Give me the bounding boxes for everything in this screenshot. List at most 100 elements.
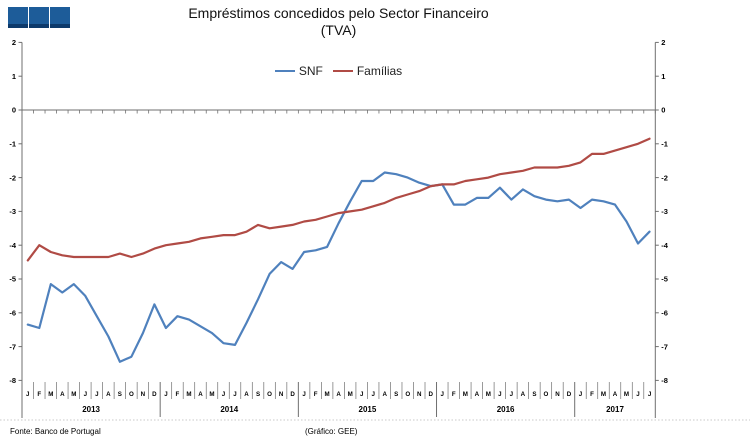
month-letter: S bbox=[118, 391, 122, 398]
month-letter: M bbox=[325, 391, 330, 398]
month-letter: O bbox=[405, 391, 410, 398]
y-axis-right-label: -6 bbox=[661, 309, 668, 318]
category-tick-marks bbox=[21, 110, 656, 114]
month-letter: S bbox=[256, 391, 260, 398]
legend-item-snf: SNF bbox=[274, 64, 323, 78]
y-tick-marks bbox=[18, 41, 659, 381]
chart-title-line1: Empréstimos concedidos pelo Sector Finan… bbox=[188, 5, 489, 21]
month-letter: J bbox=[95, 391, 99, 398]
legend-label-snf: SNF bbox=[298, 64, 323, 78]
y-axis-left-label: -3 bbox=[9, 207, 16, 216]
y-axis-left-label: -7 bbox=[9, 342, 16, 351]
month-letter: A bbox=[106, 391, 111, 398]
y-tick-labels: 2 2 1 1 0 0 -1 -1 -2 -2 -3 -3 -4 -4 -5 -5 -6 -6 -7 -7 -8 -8 bbox=[9, 38, 668, 385]
month-letter: D bbox=[152, 391, 157, 398]
y-axis-right-label: -1 bbox=[661, 140, 668, 149]
month-letter: J bbox=[441, 391, 445, 398]
month-letter: N bbox=[141, 391, 146, 398]
month-letter: D bbox=[429, 391, 434, 398]
month-letter: J bbox=[579, 391, 583, 398]
y-axis-right-label: -2 bbox=[661, 173, 668, 182]
month-letter: J bbox=[233, 391, 237, 398]
year-labels: 2013 2014 2015 2016 2017 bbox=[82, 405, 624, 414]
y-axis-right-label: -3 bbox=[661, 207, 668, 216]
y-axis-left-label: -2 bbox=[9, 173, 16, 182]
y-axis-left-label: -4 bbox=[9, 241, 16, 250]
y-axis-left-label: -5 bbox=[9, 275, 16, 284]
chart-title: Empréstimos concedidos pelo Sector Finan… bbox=[22, 5, 655, 38]
year-label: 2015 bbox=[359, 405, 377, 414]
month-letter: A bbox=[198, 391, 203, 398]
y-axis-left-label: -6 bbox=[9, 309, 16, 318]
month-letter: M bbox=[348, 391, 353, 398]
month-letter: J bbox=[222, 391, 226, 398]
month-letter: S bbox=[394, 391, 398, 398]
y-axis-right-label: -4 bbox=[661, 241, 668, 250]
axes bbox=[21, 42, 656, 418]
y-axis-right-label: -7 bbox=[661, 342, 668, 351]
month-letter: A bbox=[475, 391, 480, 398]
month-letter: J bbox=[164, 391, 168, 398]
y-axis-left-label: 0 bbox=[12, 106, 16, 115]
month-letter: J bbox=[636, 391, 640, 398]
year-label: 2017 bbox=[606, 405, 624, 414]
snf-line-swatch bbox=[274, 69, 295, 73]
y-axis-right-label: 1 bbox=[661, 72, 665, 81]
y-axis-left-label: -1 bbox=[9, 140, 16, 149]
famlias-line bbox=[26, 137, 651, 262]
month-letter: M bbox=[209, 391, 214, 398]
month-letter: M bbox=[48, 391, 53, 398]
month-letter: A bbox=[521, 391, 526, 398]
month-letter: A bbox=[382, 391, 387, 398]
month-letter: M bbox=[186, 391, 191, 398]
y-axis-right-label: 2 bbox=[661, 38, 665, 47]
y-axis-right-label: -5 bbox=[661, 275, 668, 284]
month-letter: D bbox=[567, 391, 572, 398]
y-axis-right-label: 0 bbox=[661, 106, 665, 115]
month-letter: A bbox=[60, 391, 65, 398]
month-letter: F bbox=[452, 391, 456, 398]
month-separators bbox=[33, 382, 645, 399]
snf-line bbox=[26, 171, 651, 363]
month-letter: J bbox=[84, 391, 88, 398]
year-label: 2014 bbox=[220, 405, 238, 414]
month-letter: J bbox=[302, 391, 306, 398]
month-letter: F bbox=[314, 391, 318, 398]
year-separators bbox=[159, 382, 576, 417]
month-letter: A bbox=[613, 391, 618, 398]
month-letter: J bbox=[510, 391, 514, 398]
year-label: 2016 bbox=[497, 405, 515, 414]
month-letter: J bbox=[498, 391, 502, 398]
month-letter: M bbox=[463, 391, 468, 398]
month-letter: N bbox=[417, 391, 422, 398]
chart-title-line2: (TVA) bbox=[320, 22, 357, 38]
month-letter: J bbox=[371, 391, 375, 398]
month-letter: M bbox=[71, 391, 76, 398]
month-letter: S bbox=[532, 391, 536, 398]
logo-square bbox=[50, 7, 70, 28]
month-letter: A bbox=[244, 391, 249, 398]
footer-source: Fonte: Banco de Portugal bbox=[10, 427, 101, 436]
logo-square bbox=[29, 7, 49, 28]
y-axis-right-label: -8 bbox=[661, 376, 668, 385]
month-letter: J bbox=[360, 391, 364, 398]
y-axis-left-label: 1 bbox=[12, 72, 16, 81]
month-letter: N bbox=[279, 391, 284, 398]
month-letter: N bbox=[555, 391, 560, 398]
month-letter: O bbox=[543, 391, 548, 398]
footer-credit: (Gráfico: GEE) bbox=[305, 427, 358, 436]
month-letter: A bbox=[336, 391, 341, 398]
month-letter: F bbox=[176, 391, 180, 398]
month-letter: M bbox=[601, 391, 606, 398]
month-letter: J bbox=[26, 391, 30, 398]
month-letter: M bbox=[486, 391, 491, 398]
month-letter: F bbox=[590, 391, 594, 398]
month-letter: O bbox=[267, 391, 272, 398]
year-label: 2013 bbox=[82, 405, 100, 414]
month-letter: F bbox=[37, 391, 41, 398]
logo-square bbox=[8, 7, 28, 28]
month-letter: M bbox=[624, 391, 629, 398]
